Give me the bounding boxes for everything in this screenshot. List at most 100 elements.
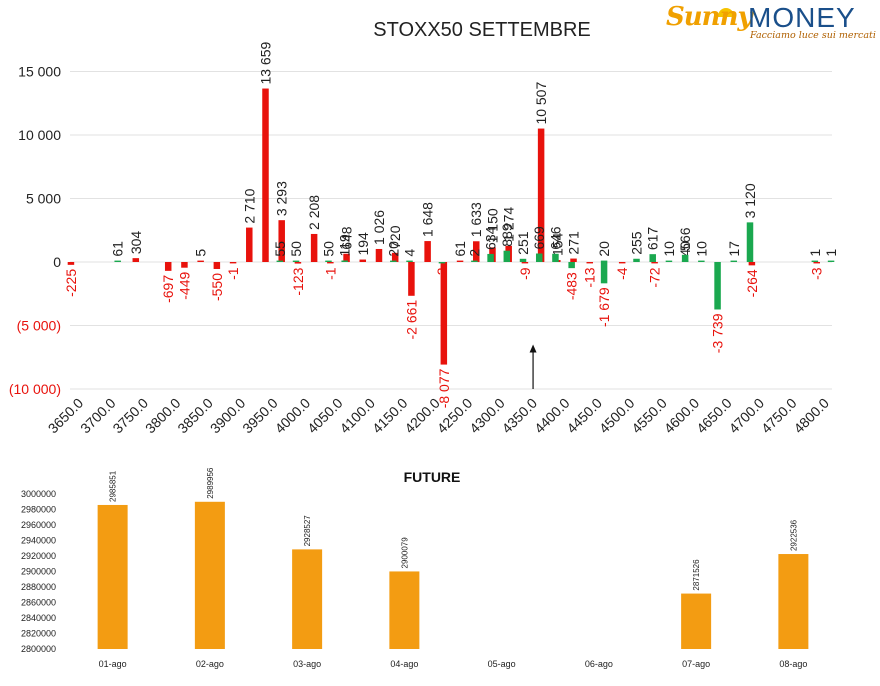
- future-y-tick-label: 2940000: [21, 536, 56, 546]
- x-tick-label: 4000.0: [272, 395, 314, 437]
- x-tick-label: 3750.0: [109, 395, 151, 437]
- future-bar: [681, 593, 712, 649]
- future-x-tick-label: 08-ago: [779, 659, 807, 669]
- bar: [375, 248, 383, 262]
- bar: [521, 262, 529, 264]
- future-y-tick-label: 2860000: [21, 598, 56, 608]
- bar: [181, 262, 188, 268]
- bar: [746, 222, 754, 262]
- y-tick-label: 0: [53, 254, 61, 270]
- data-label: 61: [452, 241, 468, 257]
- bar: [276, 260, 284, 262]
- logo-sunny-text: Sunny: [666, 2, 753, 32]
- data-label: 194: [355, 232, 371, 256]
- bar: [503, 250, 511, 262]
- data-label: -483: [564, 272, 580, 300]
- bar: [537, 128, 545, 262]
- x-tick-label: 3900.0: [207, 395, 249, 437]
- future-title: FUTURE: [404, 469, 461, 485]
- bar: [519, 258, 527, 262]
- data-label: 889: [499, 223, 515, 247]
- bar: [487, 253, 494, 262]
- bar: [586, 262, 593, 264]
- stoxx50-chart: STOXX50 SETTEMBRE 15 000 10 000 5 000 0 (5 00…: [9, 19, 839, 437]
- bar: [406, 260, 413, 262]
- data-label: 1: [807, 249, 823, 257]
- bar: [343, 253, 350, 262]
- data-label: 50: [288, 241, 304, 257]
- data-label: 646: [547, 226, 563, 250]
- data-label: 669: [531, 226, 547, 250]
- sun-icon: [718, 8, 734, 17]
- data-label: 1 648: [420, 202, 436, 237]
- data-label: -1: [225, 267, 241, 280]
- data-label: 566: [677, 227, 693, 251]
- x-tick-label: 4600.0: [661, 395, 703, 437]
- data-label: 1 633: [468, 202, 484, 237]
- data-label: -8 077: [436, 368, 452, 408]
- bar: [292, 260, 300, 262]
- data-label: -1: [322, 267, 338, 280]
- data-label: 1 150: [484, 208, 500, 243]
- x-tick-label: 4050.0: [304, 395, 346, 437]
- bar: [714, 262, 721, 310]
- y-tick-label: 10 000: [18, 127, 61, 143]
- bar: [535, 253, 543, 262]
- future-bar: [292, 549, 323, 649]
- bar: [651, 262, 658, 264]
- future-x-tick-label: 07-ago: [682, 659, 710, 669]
- bar: [568, 262, 575, 269]
- data-label: 2: [466, 249, 482, 257]
- data-label: -264: [744, 269, 760, 297]
- bar: [681, 254, 689, 262]
- x-tick-label: 4400.0: [531, 395, 573, 437]
- future-y-tick-label: 2900000: [21, 567, 56, 577]
- data-label: -123: [290, 267, 306, 295]
- data-label: 634: [483, 226, 499, 250]
- bar: [246, 227, 253, 262]
- bar: [213, 262, 221, 269]
- annotation-arrow-head: [529, 344, 537, 353]
- data-label: -13: [582, 267, 598, 287]
- x-tick-label: 4150.0: [369, 395, 411, 437]
- future-chart: FUTURE 2800000 2820000 2840000 2860000 288000…: [21, 467, 809, 669]
- bar: [698, 260, 705, 262]
- future-y-tick-label: 2820000: [21, 629, 56, 639]
- bar: [600, 260, 608, 262]
- data-label: 617: [645, 227, 661, 251]
- bar: [570, 258, 577, 262]
- bar: [359, 259, 367, 262]
- data-label: 255: [629, 231, 645, 255]
- x-tick-label: 3650.0: [45, 395, 87, 437]
- chart-title: STOXX50 SETTEMBRE: [373, 19, 590, 41]
- bar: [827, 260, 835, 262]
- x-tick-label: 4450.0: [563, 395, 605, 437]
- bar: [456, 260, 464, 262]
- future-bar: [97, 504, 128, 649]
- data-label: 119: [337, 234, 353, 257]
- data-label: -697: [160, 275, 176, 303]
- x-tick-label: 3850.0: [174, 395, 216, 437]
- data-label: 4: [402, 249, 418, 257]
- data-label: 1: [823, 249, 839, 257]
- bar: [813, 262, 820, 264]
- data-label: 10: [661, 241, 677, 257]
- future-y-tick-label: 2800000: [21, 644, 56, 654]
- bar: [552, 253, 559, 262]
- bar: [440, 262, 448, 365]
- future-bar: [194, 501, 225, 649]
- bar: [327, 262, 334, 264]
- future-y-tick-label: 2880000: [21, 582, 56, 592]
- bar: [665, 260, 673, 262]
- bar: [294, 262, 302, 264]
- data-label: -449: [176, 271, 192, 299]
- data-label: -1 679: [596, 287, 612, 327]
- bar: [600, 262, 608, 284]
- bar: [278, 220, 285, 262]
- bar: [325, 260, 332, 262]
- future-y-tick-label: 3000000: [21, 489, 56, 499]
- logo-money-text: MONEY: [748, 2, 856, 33]
- data-label: 40: [677, 241, 693, 257]
- y-tick-label: (5 000): [17, 318, 61, 334]
- data-label: 20: [596, 241, 612, 257]
